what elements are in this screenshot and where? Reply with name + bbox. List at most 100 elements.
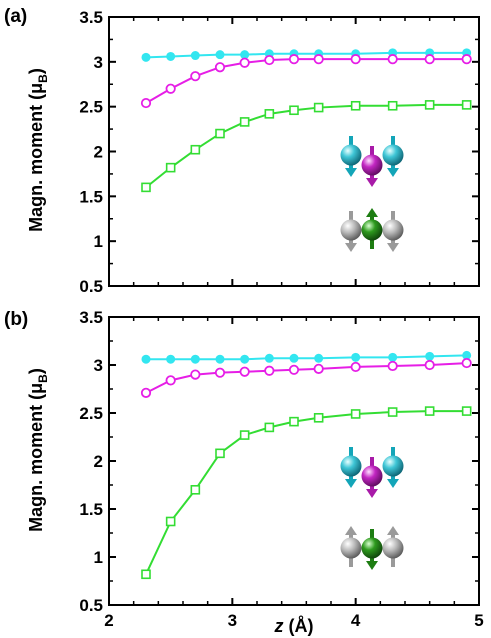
y-tick-label: 1.5 — [79, 500, 103, 519]
y-tick-label: 2.5 — [79, 98, 103, 117]
ylabel-close: ) — [26, 368, 46, 374]
spin-arrow-head — [345, 526, 357, 535]
data-point — [288, 54, 300, 65]
ylabel-subscript: B — [36, 74, 50, 83]
data-point — [264, 353, 274, 363]
data-point — [190, 144, 201, 155]
data-point — [239, 117, 250, 127]
panel-b-label: (b) — [4, 309, 28, 330]
data-point — [350, 100, 361, 111]
spin-arrow-head — [345, 243, 357, 252]
y-tick-label: 3 — [94, 356, 103, 375]
atom-ball — [340, 144, 362, 166]
data-point — [424, 54, 435, 65]
data-point — [424, 100, 435, 110]
atom-ball — [340, 455, 362, 477]
magenta-spin-down — [361, 457, 383, 498]
data-point — [424, 406, 435, 416]
x-tick-label: 4 — [351, 611, 361, 630]
data-point — [190, 369, 201, 380]
atom-ball — [361, 219, 383, 241]
spin-arrow-head — [366, 208, 378, 217]
data-point — [140, 387, 152, 398]
data-point — [314, 353, 324, 363]
data-point — [165, 516, 176, 527]
atom-ball — [382, 144, 404, 166]
data-point — [289, 105, 299, 116]
spin-arrow-head — [366, 178, 378, 187]
data-point — [313, 54, 324, 65]
atom-ball — [361, 465, 383, 487]
panel-b-y-axis-label: Magn. moment (μB) — [26, 368, 50, 532]
x-tick-label: 2 — [104, 611, 113, 630]
y-tick-label: 1 — [94, 548, 103, 567]
atom-ball — [382, 537, 404, 559]
ylabel-subscript: B — [36, 374, 50, 383]
data-point — [424, 359, 435, 371]
spin-arrow-head — [387, 168, 399, 177]
data-point — [239, 366, 250, 377]
data-point — [313, 412, 324, 423]
data-point — [387, 54, 398, 65]
data-point — [165, 375, 176, 386]
panel-a-spin-inset — [340, 136, 404, 252]
cyan-spin-down — [382, 447, 404, 488]
data-point — [461, 357, 472, 369]
data-point — [387, 407, 398, 417]
spin-arrow-head — [366, 489, 378, 498]
data-point — [141, 569, 151, 580]
x-axis-symbol: z — [274, 616, 284, 636]
atom-ball — [361, 154, 383, 176]
data-point — [165, 162, 176, 173]
data-point — [141, 52, 151, 62]
atom-ball — [382, 219, 404, 241]
panel-a-y-axis-label: Magn. moment (μB) — [26, 68, 50, 232]
y-tick-label: 3.5 — [79, 308, 103, 327]
data-point — [215, 128, 225, 139]
data-point — [141, 354, 151, 364]
y-tick-label: 2 — [94, 143, 103, 162]
y-tick-label: 3 — [94, 53, 103, 72]
x-axis-unit: (Å) — [284, 616, 314, 636]
data-point — [289, 416, 299, 427]
data-point — [190, 354, 200, 364]
data-point — [313, 363, 324, 374]
data-point — [165, 83, 176, 94]
data-point — [387, 100, 398, 111]
panel-a-marks — [140, 48, 472, 193]
data-point — [350, 361, 361, 373]
series-line — [145, 410, 467, 575]
data-point — [350, 409, 361, 419]
data-point — [239, 430, 250, 440]
data-point — [461, 100, 472, 110]
spin-arrow-head — [345, 168, 357, 177]
data-point — [425, 351, 435, 361]
atom-ball — [361, 537, 383, 559]
cyan-spin-down — [340, 136, 362, 177]
data-point — [387, 360, 398, 372]
ylabel-prefix: Magn. moment (μ — [26, 383, 46, 532]
x-tick-label: 3 — [228, 611, 237, 630]
atom-ball — [340, 219, 362, 241]
gray-spin-down — [340, 211, 362, 252]
data-point — [313, 102, 324, 113]
data-point — [141, 182, 151, 193]
y-tick-label: 3.5 — [79, 8, 103, 27]
panel-a-ticks: 0.5 1 1.5 2 2.5 3 3.5 — [79, 8, 480, 296]
spin-arrow-head — [387, 479, 399, 488]
data-point — [140, 97, 152, 109]
data-point — [190, 51, 200, 61]
data-point — [215, 50, 225, 60]
data-point — [239, 57, 250, 68]
data-point — [166, 354, 176, 364]
spin-arrow-head — [345, 479, 357, 488]
green-spin-down — [361, 529, 383, 570]
y-tick-label: 0.5 — [79, 596, 103, 615]
x-axis-label: z (Å) — [274, 616, 314, 636]
y-tick-label: 2 — [94, 452, 103, 471]
atom-ball — [382, 455, 404, 477]
data-point — [351, 352, 361, 362]
panel-a-label: (a) — [4, 6, 27, 27]
cyan-spin-down — [340, 447, 362, 488]
panel-a: (a) Magn. moment (μB) 0.5 1 1.5 2 2.5 3 3.5 — [4, 6, 480, 296]
